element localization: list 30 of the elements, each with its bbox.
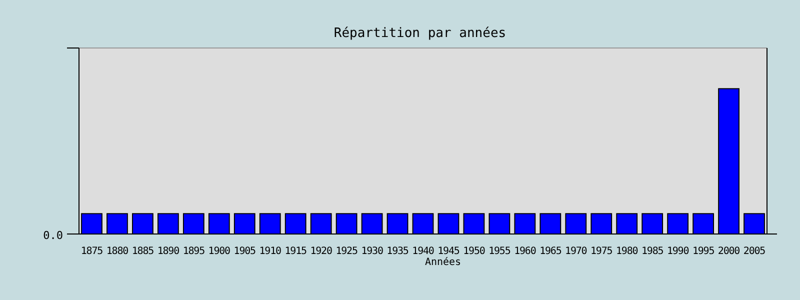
x-tick-label: 1920 — [310, 246, 332, 257]
x-tick-label: 1955 — [488, 246, 511, 257]
x-tick-label: 1905 — [234, 246, 256, 257]
x-tick-label: 1925 — [336, 246, 358, 257]
x-tick-label: 2005 — [743, 246, 766, 257]
x-axis-title: Années — [424, 257, 462, 268]
x-tick-label: 1970 — [565, 246, 588, 257]
x-tick-label: 1900 — [208, 246, 231, 257]
x-tick-label: 1965 — [540, 246, 562, 257]
x-tick-label: 1975 — [590, 246, 613, 257]
x-tick-label: 1880 — [106, 246, 129, 257]
x-tick-label: 1910 — [259, 246, 282, 257]
x-tick-label: 1940 — [412, 246, 434, 257]
text: 0.0 — [43, 229, 63, 242]
x-tick-label: 1950 — [463, 246, 486, 257]
x-tick-label: 1875 — [80, 246, 104, 257]
x-tick-label: 1895 — [182, 246, 206, 257]
x-tick-label: 1930 — [361, 246, 384, 257]
x-tick-label: 1915 — [284, 246, 308, 257]
x-tick-label: 1945 — [438, 246, 460, 257]
x-tick-label: 1980 — [616, 246, 638, 257]
chart-title: Répartition par années — [334, 26, 506, 41]
x-tick-label: 1935 — [386, 246, 409, 257]
x-tick-label: 1890 — [157, 246, 180, 257]
x-tick-label: 1885 — [132, 246, 154, 257]
x-tick-label: 1960 — [514, 246, 536, 257]
x-tick-label: 1985 — [641, 246, 664, 257]
x-tick-label: 1990 — [666, 246, 690, 257]
x-tick-label: 2000 — [718, 246, 740, 257]
x-tick-label: 1995 — [692, 246, 715, 257]
